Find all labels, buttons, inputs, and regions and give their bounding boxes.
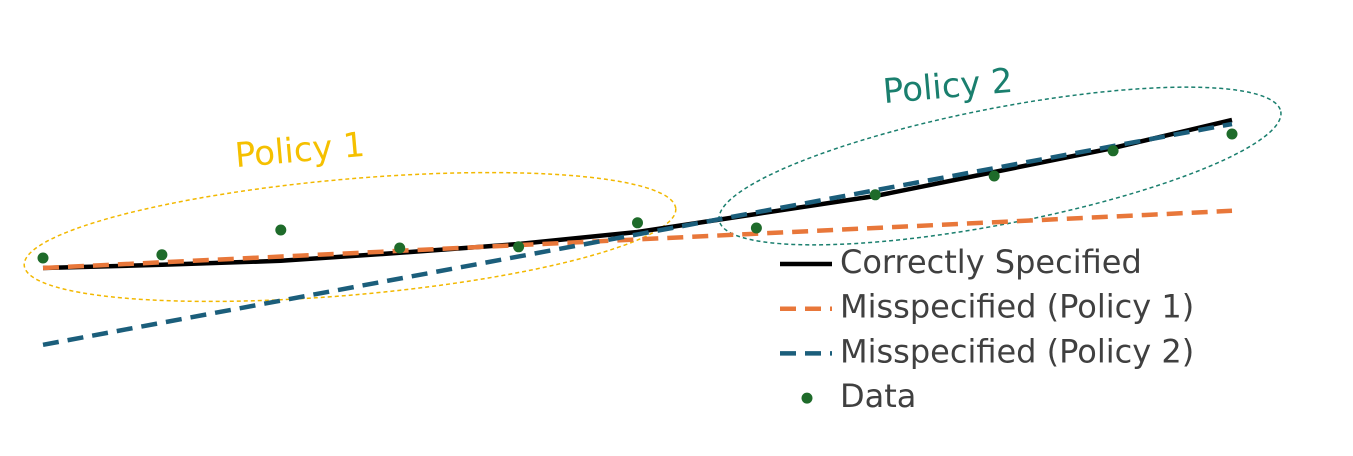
annotation: Policy 1 (233, 125, 366, 176)
series-line (42, 117, 1233, 271)
data-point (37, 252, 49, 264)
legend-symbol (801, 392, 813, 404)
data-point (513, 241, 525, 253)
data-point (1226, 128, 1238, 140)
data-point (750, 222, 762, 234)
policy-1-ellipse (23, 171, 677, 303)
legend-label: Misspecified (Policy 2) (840, 332, 1194, 370)
data-point (156, 249, 168, 261)
series-line (42, 121, 1233, 348)
data-point (394, 242, 406, 254)
legend-label: Correctly Specified (840, 243, 1142, 281)
data-point (988, 170, 1000, 182)
data-point (869, 189, 881, 201)
annotation: Policy 2 (881, 61, 1014, 112)
data-point (275, 224, 287, 236)
policy-2-ellipse (718, 86, 1282, 246)
data-point (632, 217, 643, 229)
legend-label: Data (840, 377, 916, 415)
data-point (1107, 145, 1119, 157)
legend-label: Misspecified (Policy 1) (840, 288, 1194, 326)
